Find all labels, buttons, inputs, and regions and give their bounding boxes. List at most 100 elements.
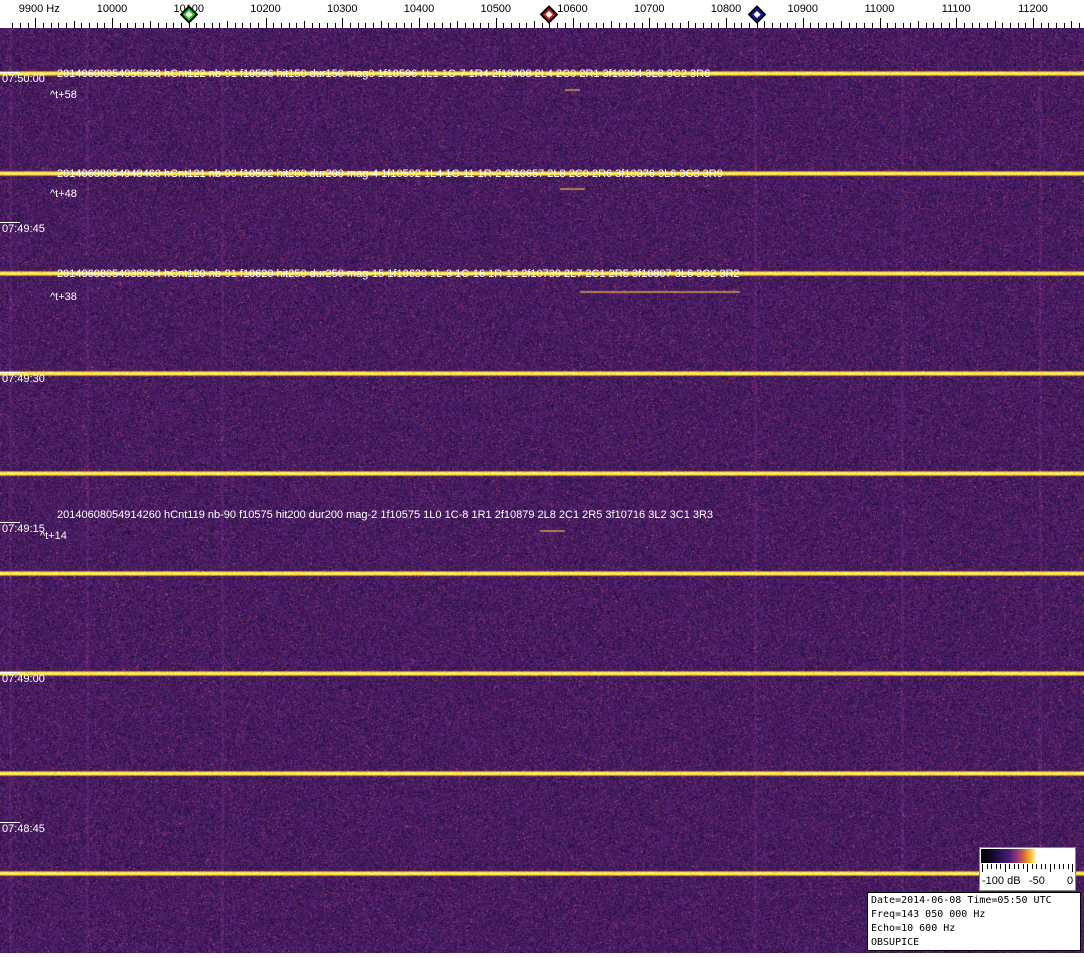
info-date-time: Date=2014-06-08 Time=05:50 UTC xyxy=(871,895,1052,906)
axis-tick-label: 10900 xyxy=(787,3,819,15)
axis-tick xyxy=(880,18,881,28)
axis-tick xyxy=(780,23,781,28)
colorbar-tick xyxy=(1004,864,1006,872)
axis-tick xyxy=(665,23,666,28)
axis-tick xyxy=(296,23,297,28)
axis-tick xyxy=(688,21,689,28)
axis-tick xyxy=(1010,23,1011,28)
axis-tick xyxy=(465,23,466,28)
axis-tick xyxy=(619,23,620,28)
time-offset-label: ^t+38 xyxy=(50,291,77,303)
axis-tick xyxy=(511,23,512,28)
axis-tick xyxy=(12,23,13,28)
time-tick xyxy=(0,522,20,523)
axis-tick xyxy=(450,23,451,28)
axis-tick xyxy=(549,23,550,28)
axis-tick xyxy=(1048,23,1049,28)
colorbar-tick xyxy=(1000,864,1001,869)
axis-tick xyxy=(427,23,428,28)
axis-tick xyxy=(43,23,44,28)
axis-tick xyxy=(642,23,643,28)
axis-tick xyxy=(227,21,228,28)
colorbar-tick xyxy=(1013,864,1015,869)
axis-tick xyxy=(649,18,650,28)
info-frequency: Freq=143 050 000 Hz xyxy=(871,909,986,920)
colorbar-legend: -100 dB -50 0 xyxy=(979,847,1076,891)
time-tick xyxy=(0,372,20,373)
time-label: 07:48:45 xyxy=(2,823,45,835)
colorbar-label: 0 xyxy=(1067,875,1074,887)
axis-tick xyxy=(718,23,719,28)
axis-tick xyxy=(711,23,712,28)
axis-tick xyxy=(250,23,251,28)
colorbar-tick xyxy=(1063,864,1064,869)
axis-tick xyxy=(104,23,105,28)
colorbar-tick xyxy=(1027,864,1028,872)
colorbar-tick xyxy=(1031,864,1033,869)
axis-tick-label: 11100 xyxy=(941,3,971,15)
axis-tick xyxy=(97,23,98,28)
detection-annotation: 20140608054956368 hCnt122 nb-91 f10596 h… xyxy=(57,68,711,80)
axis-tick xyxy=(573,18,574,28)
axis-tick xyxy=(519,23,520,28)
axis-tick xyxy=(1071,21,1072,28)
colorbar-label: -50 xyxy=(1029,875,1045,887)
axis-tick xyxy=(373,23,374,28)
axis-tick xyxy=(557,23,558,28)
axis-tick xyxy=(657,23,658,28)
frequency-marker[interactable] xyxy=(540,5,559,24)
axis-tick xyxy=(580,23,581,28)
axis-tick xyxy=(526,23,527,28)
axis-tick xyxy=(1033,18,1034,28)
axis-tick xyxy=(1079,23,1080,28)
colorbar-tick xyxy=(1018,864,1019,869)
axis-tick xyxy=(872,23,873,28)
axis-tick xyxy=(826,23,827,28)
axis-tick-label: 10400 xyxy=(403,3,435,15)
info-station: OBSUPICE xyxy=(871,937,920,948)
axis-tick xyxy=(995,21,996,28)
axis-tick xyxy=(388,23,389,28)
axis-tick-label: 9900 Hz xyxy=(18,3,60,15)
colorbar-tick xyxy=(1049,864,1051,872)
axis-tick xyxy=(242,23,243,28)
axis-tick xyxy=(212,23,213,28)
waterfall-canvas xyxy=(0,28,1084,953)
axis-tick xyxy=(35,18,36,28)
info-box: Date=2014-06-08 Time=05:50 UTC Freq=143 … xyxy=(867,892,1081,951)
spectrogram xyxy=(0,28,1084,953)
axis-tick xyxy=(319,23,320,28)
time-label: 07:49:30 xyxy=(2,373,45,385)
axis-tick xyxy=(503,23,504,28)
axis-tick xyxy=(496,18,497,28)
axis-tick-label: 11000 xyxy=(864,3,895,15)
colorbar-tick xyxy=(982,864,983,872)
axis-tick xyxy=(703,23,704,28)
time-label: 07:49:45 xyxy=(2,223,45,235)
colorbar-gradient xyxy=(981,849,1074,863)
axis-tick xyxy=(173,23,174,28)
axis-tick xyxy=(849,23,850,28)
axis-tick xyxy=(987,23,988,28)
axis-tick xyxy=(634,23,635,28)
axis-tick xyxy=(28,23,29,28)
axis-tick xyxy=(411,23,412,28)
axis-tick xyxy=(235,23,236,28)
axis-tick xyxy=(365,23,366,28)
axis-tick xyxy=(926,23,927,28)
axis-tick xyxy=(833,23,834,28)
axis-tick xyxy=(910,23,911,28)
axis-tick xyxy=(734,23,735,28)
axis-tick xyxy=(534,21,535,28)
axis-tick xyxy=(695,23,696,28)
axis-tick xyxy=(588,23,589,28)
axis-tick-label: 10800 xyxy=(710,3,742,15)
time-tick xyxy=(0,222,20,223)
axis-tick xyxy=(757,23,758,28)
time-label: 07:49:00 xyxy=(2,673,45,685)
colorbar-tick xyxy=(1072,864,1073,872)
axis-tick xyxy=(381,21,382,28)
axis-tick xyxy=(404,23,405,28)
time-tick xyxy=(0,822,20,823)
axis-tick xyxy=(258,23,259,28)
